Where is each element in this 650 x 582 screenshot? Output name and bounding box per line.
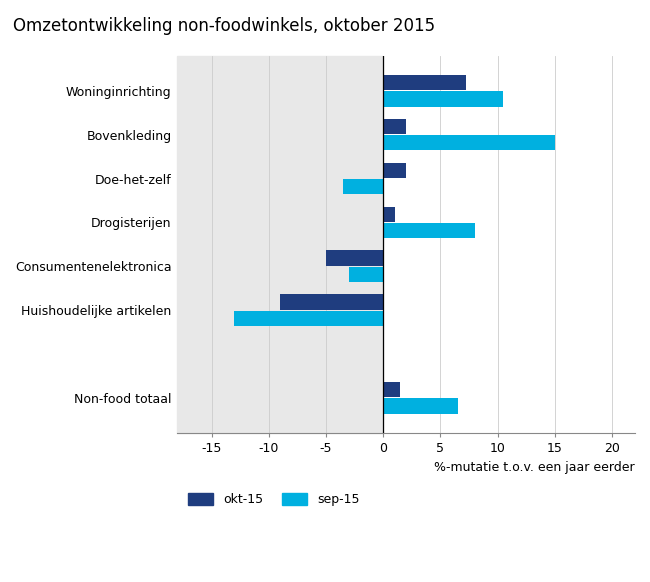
Bar (235, 311, 384, 326)
Bar (326, 250, 383, 266)
Bar (384, 398, 458, 414)
Bar (280, 294, 383, 310)
Bar (384, 135, 555, 151)
Bar (384, 382, 400, 398)
Bar (384, 119, 406, 134)
Bar (343, 179, 383, 194)
Bar (384, 75, 465, 90)
Text: Omzetontwikkeling non-foodwinkels, oktober 2015: Omzetontwikkeling non-foodwinkels, oktob… (13, 17, 435, 36)
Bar (384, 91, 503, 107)
Bar (384, 207, 395, 222)
Bar (384, 163, 406, 178)
Legend: okt-15, sep-15: okt-15, sep-15 (183, 488, 365, 511)
Bar (349, 267, 384, 282)
X-axis label: %-mutatie t.o.v. een jaar eerder: %-mutatie t.o.v. een jaar eerder (434, 460, 635, 474)
Bar (384, 223, 474, 238)
Bar (177, 56, 384, 433)
